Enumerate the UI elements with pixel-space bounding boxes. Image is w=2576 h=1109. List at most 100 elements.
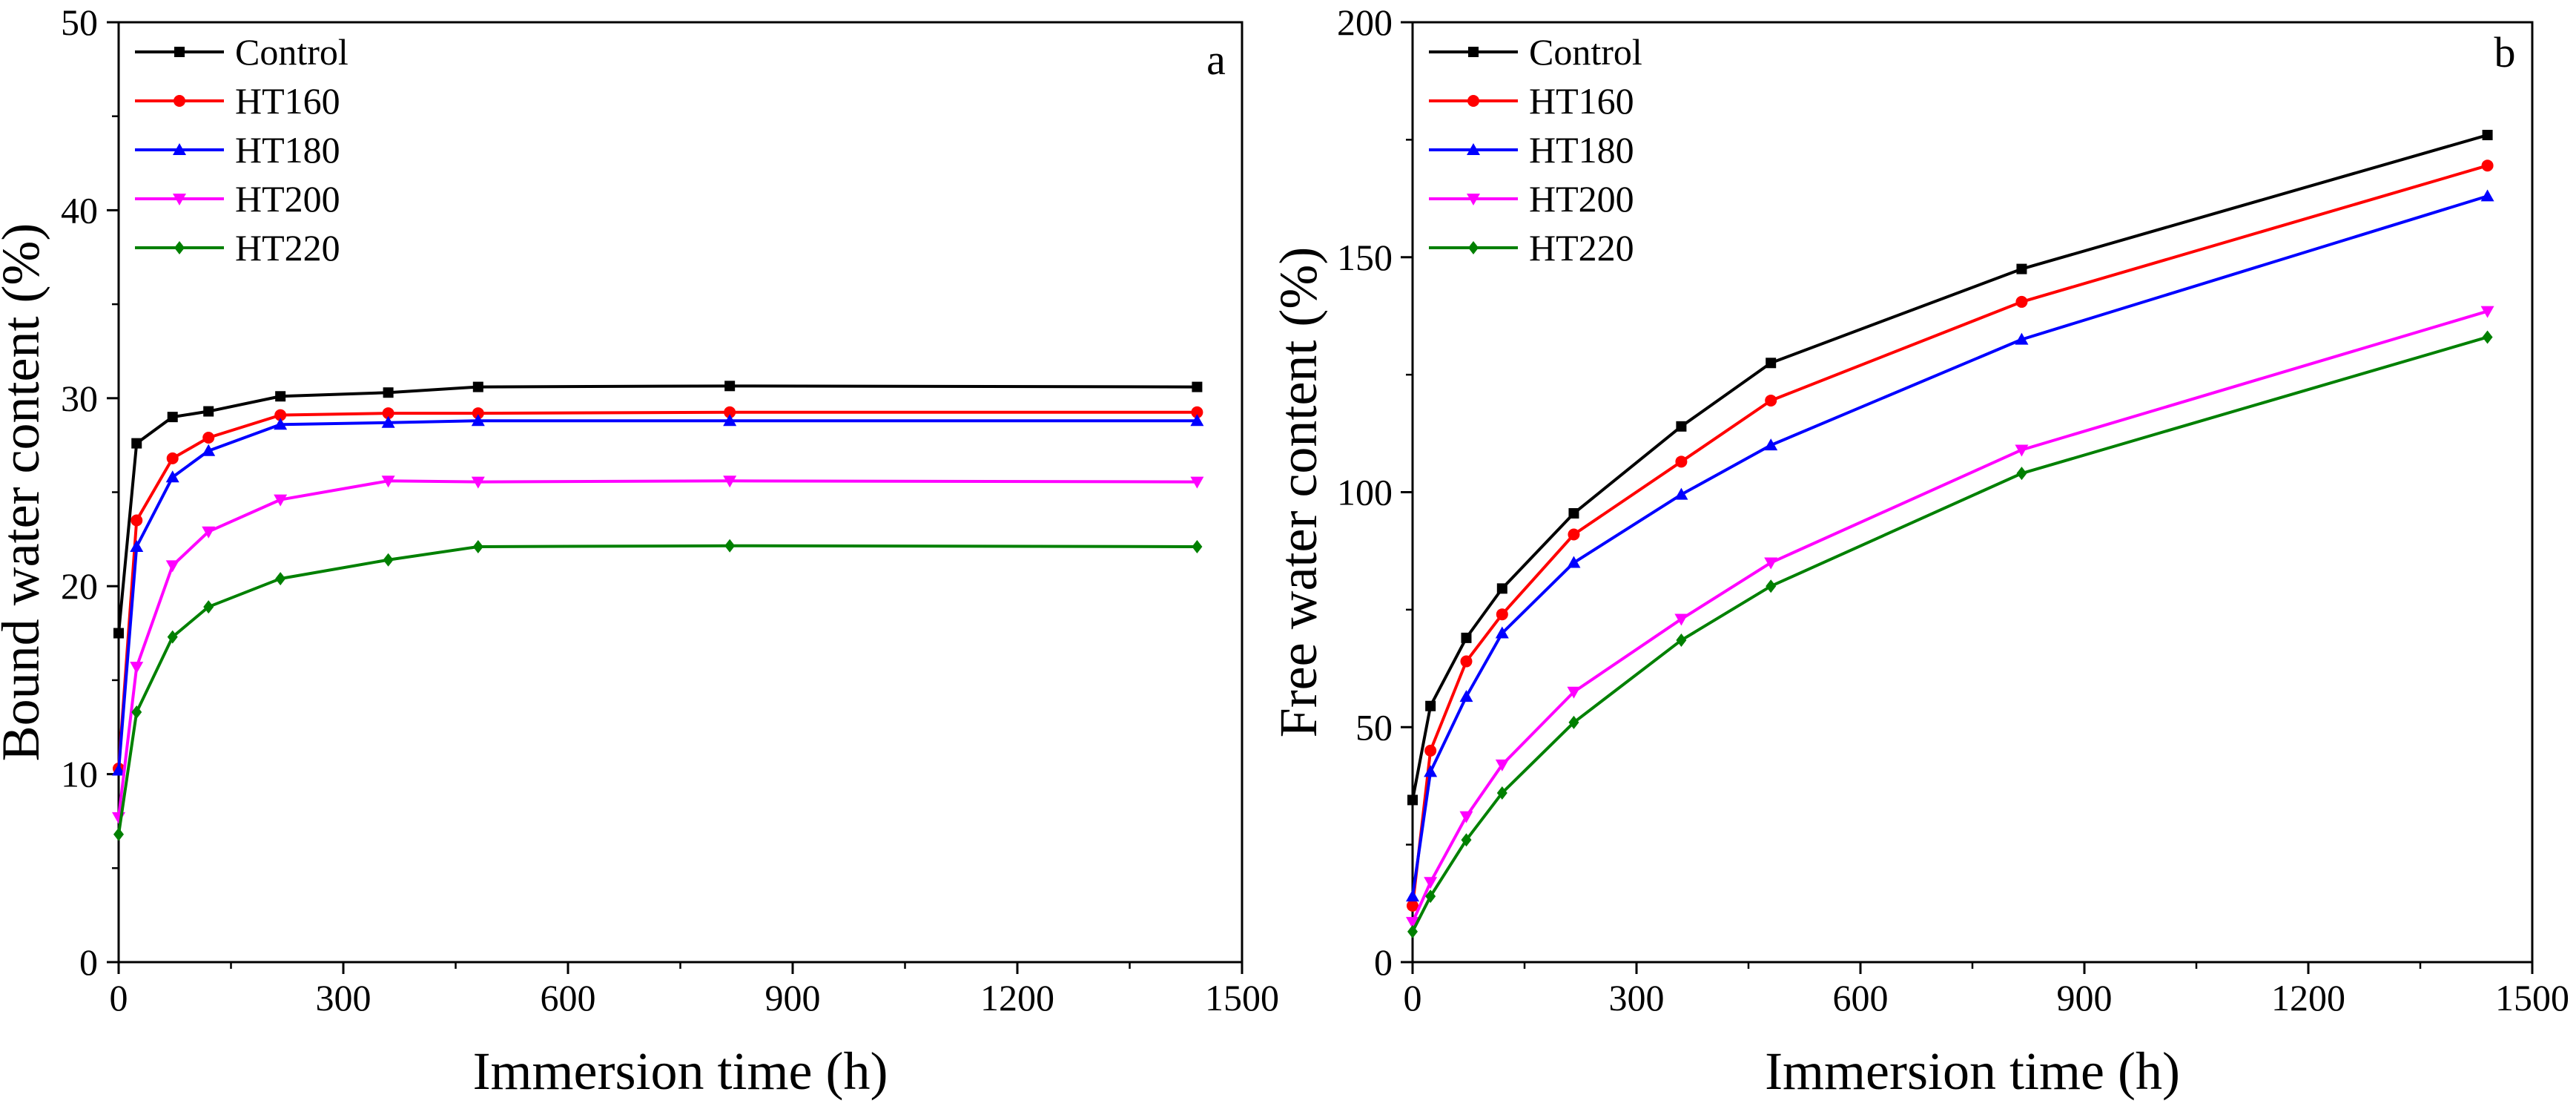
data-point: [1674, 613, 1688, 626]
x-tick-label: 0: [1404, 977, 1422, 1018]
data-point: [1425, 700, 1436, 711]
data-point: [472, 407, 484, 420]
x-tick-label: 900: [2057, 977, 2113, 1018]
series-ht160: [1407, 159, 2494, 912]
legend-label: HT220: [1529, 227, 1634, 269]
data-point: [1459, 811, 1473, 823]
data-point: [723, 475, 737, 488]
y-tick-label: 0: [1374, 941, 1393, 983]
legend-swatch-marker: [1467, 194, 1480, 205]
y-tick-label: 50: [61, 1, 98, 43]
legend-item: HT220: [1429, 227, 1634, 269]
data-point: [1406, 889, 1419, 902]
series-ht180: [1406, 189, 2494, 902]
data-point: [382, 407, 394, 420]
data-point: [2015, 444, 2029, 457]
data-point: [1496, 608, 1508, 621]
data-point: [471, 476, 485, 489]
series-line: [117, 544, 1198, 835]
legend-swatch-marker: [173, 143, 186, 155]
x-axis-title: Immersion time (h): [473, 1041, 888, 1101]
data-point: [1192, 381, 1203, 392]
legend-item: HT160: [135, 80, 340, 122]
series-line: [117, 419, 1198, 771]
data-point: [203, 600, 214, 614]
data-point: [2015, 295, 2028, 308]
data-point: [274, 418, 288, 430]
series-ht200: [1406, 306, 2494, 929]
panel-a: 0 300 600 900 1200 1500 0 10 20 30 40 50 Immersion t…: [0, 1, 1279, 1101]
y-tick-label: 30: [61, 378, 98, 419]
legend: Control HT160 HT180 HT200 HT220: [135, 31, 349, 269]
y-tick-label: 150: [1337, 237, 1393, 278]
series-line: [117, 410, 1198, 769]
data-point: [275, 391, 286, 402]
legend-swatch-marker: [1468, 47, 1479, 57]
legend-label: HT200: [1529, 178, 1634, 220]
legend-item: HT180: [1429, 129, 1634, 171]
legend-label: Control: [1529, 31, 1642, 73]
legend-swatch-marker: [173, 194, 186, 205]
data-point: [1496, 786, 1507, 800]
data-point: [1461, 632, 1472, 643]
x-tick-label: 600: [1833, 977, 1889, 1018]
legend-item: Control: [135, 31, 349, 73]
data-point: [165, 470, 179, 483]
series-control: [113, 381, 1203, 639]
legend-label: HT160: [235, 80, 340, 122]
data-point: [1425, 889, 1436, 904]
x-tick-label: 1500: [2495, 977, 2569, 1018]
data-point: [131, 705, 142, 719]
data-point: [113, 827, 124, 841]
data-point: [131, 438, 142, 449]
x-tick-label: 1200: [2271, 977, 2345, 1018]
series-ht160: [113, 406, 1203, 774]
series-line: [117, 479, 1198, 818]
legend-swatch-marker: [1467, 95, 1479, 107]
data-point: [203, 406, 214, 417]
x-tick-label: 1500: [1205, 977, 1279, 1018]
data-point: [1495, 759, 1509, 771]
legend-swatch-marker: [1467, 143, 1480, 155]
data-point: [1676, 421, 1687, 432]
panel-letter: a: [1206, 36, 1226, 84]
panel-b: 0 300 600 900 1200 1500 0 50 100 150 200 Immersion …: [1269, 1, 2569, 1101]
data-point: [381, 415, 395, 428]
data-point: [1764, 438, 1778, 451]
legend-item: HT220: [135, 227, 340, 269]
data-point: [1461, 833, 1472, 847]
y-axis-title: Free water content (%): [1269, 247, 1328, 738]
data-point: [202, 526, 216, 539]
legend-swatch-marker: [174, 47, 185, 57]
data-point: [1765, 394, 1777, 407]
x-tick-label: 300: [1609, 977, 1665, 1018]
panel-letter: b: [2494, 28, 2516, 76]
series-line: [1411, 309, 2489, 923]
data-point: [1766, 358, 1777, 369]
y-tick-label: 50: [1355, 706, 1393, 748]
series-line: [1411, 194, 2489, 897]
data-point: [1424, 877, 1438, 889]
data-point: [2481, 159, 2494, 172]
legend-label: HT220: [235, 227, 340, 269]
legend-label: Control: [235, 31, 349, 73]
data-point: [1676, 634, 1687, 648]
series-control: [1407, 130, 2493, 806]
data-point: [723, 414, 737, 427]
data-point: [1764, 557, 1778, 570]
data-point: [1496, 583, 1507, 594]
data-point: [724, 381, 736, 392]
data-point: [274, 494, 288, 507]
data-point: [2482, 330, 2493, 344]
data-point: [1191, 406, 1203, 418]
data-point: [1459, 690, 1473, 702]
data-point: [1567, 686, 1581, 699]
data-point: [2482, 130, 2493, 141]
data-point: [472, 381, 483, 392]
legend-swatch-marker: [174, 241, 185, 254]
data-point: [112, 763, 125, 776]
legend-item: HT160: [1429, 80, 1634, 122]
data-point: [130, 662, 144, 674]
series-ht220: [113, 539, 1203, 841]
series-ht220: [1407, 330, 2493, 938]
